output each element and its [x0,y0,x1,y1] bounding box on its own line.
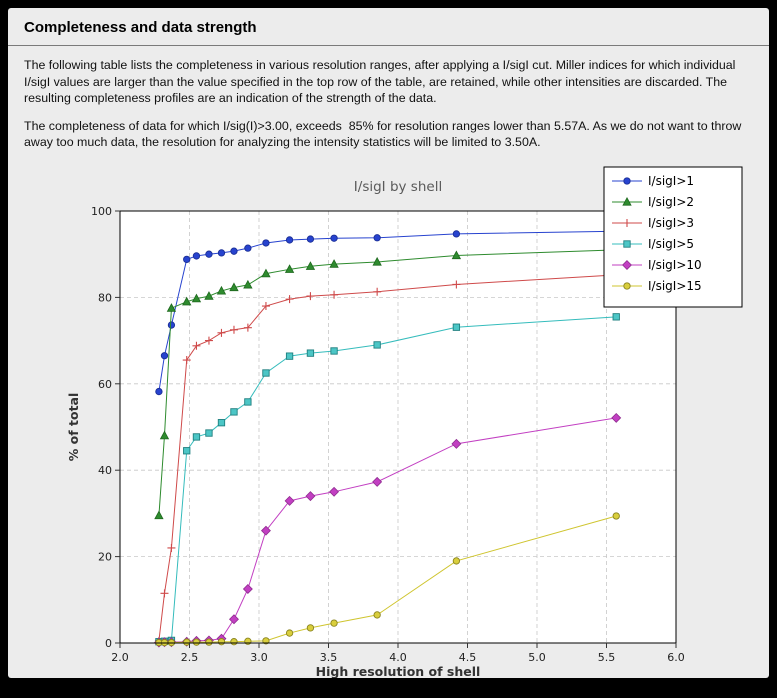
series-isigi-gt-3 [154,270,621,645]
page-title: Completeness and data strength [24,19,257,36]
svg-text:80: 80 [98,291,112,304]
svg-text:4.0: 4.0 [389,651,407,664]
svg-text:60: 60 [98,377,112,390]
svg-text:4.5: 4.5 [459,651,477,664]
axis-ticks: 2.0 2.5 3.0 3.5 4.0 4.5 5.0 5.5 6.0 0 20 40 60 80 100 [91,205,685,664]
legend-label-isigi-gt-1: I/sigI>1 [648,174,694,188]
legend-label-isigi-gt-10: I/sigI>10 [648,258,702,272]
report-page: Completeness and data strength The follo… [8,8,769,678]
title-divider [8,45,769,46]
chart-title: I/sigI by shell [354,179,442,195]
chart-legend: I/sigI>1 I/sigI>2 I/sigI>3 I/sigI>5 I/sigI>1… [603,166,743,307]
legend-label-isigi-gt-15: I/sigI>15 [648,279,702,293]
completeness-chart: 2.0 2.5 3.0 3.5 4.0 4.5 5.0 5.5 6.0 0 20 40 60 80 100 I… [66,166,743,679]
chart-area: 2.0 2.5 3.0 3.5 4.0 4.5 5.0 5.5 6.0 0 20 40 60 80 100 I… [8,161,769,679]
legend-label-isigi-gt-2: I/sigI>2 [648,195,694,209]
y-axis-label: % of total [66,392,81,461]
intro-paragraph: The following table lists the completene… [24,58,739,105]
svg-text:6.0: 6.0 [667,651,685,664]
svg-text:3.5: 3.5 [320,651,338,664]
svg-text:5.5: 5.5 [598,651,616,664]
svg-text:5.0: 5.0 [528,651,546,664]
legend-label-isigi-gt-5: I/sigI>5 [648,237,694,251]
resolution-note-paragraph: The completeness of data for which I/sig… [24,118,745,150]
svg-text:20: 20 [98,550,112,563]
svg-text:100: 100 [91,205,112,218]
legend-label-isigi-gt-3: I/sigI>3 [648,216,694,230]
svg-text:2.0: 2.0 [111,651,129,664]
svg-text:2.5: 2.5 [181,651,199,664]
x-axis-label: High resolution of shell [316,664,481,679]
svg-text:3.0: 3.0 [250,651,268,664]
svg-text:40: 40 [98,464,112,477]
svg-text:0: 0 [105,637,112,650]
